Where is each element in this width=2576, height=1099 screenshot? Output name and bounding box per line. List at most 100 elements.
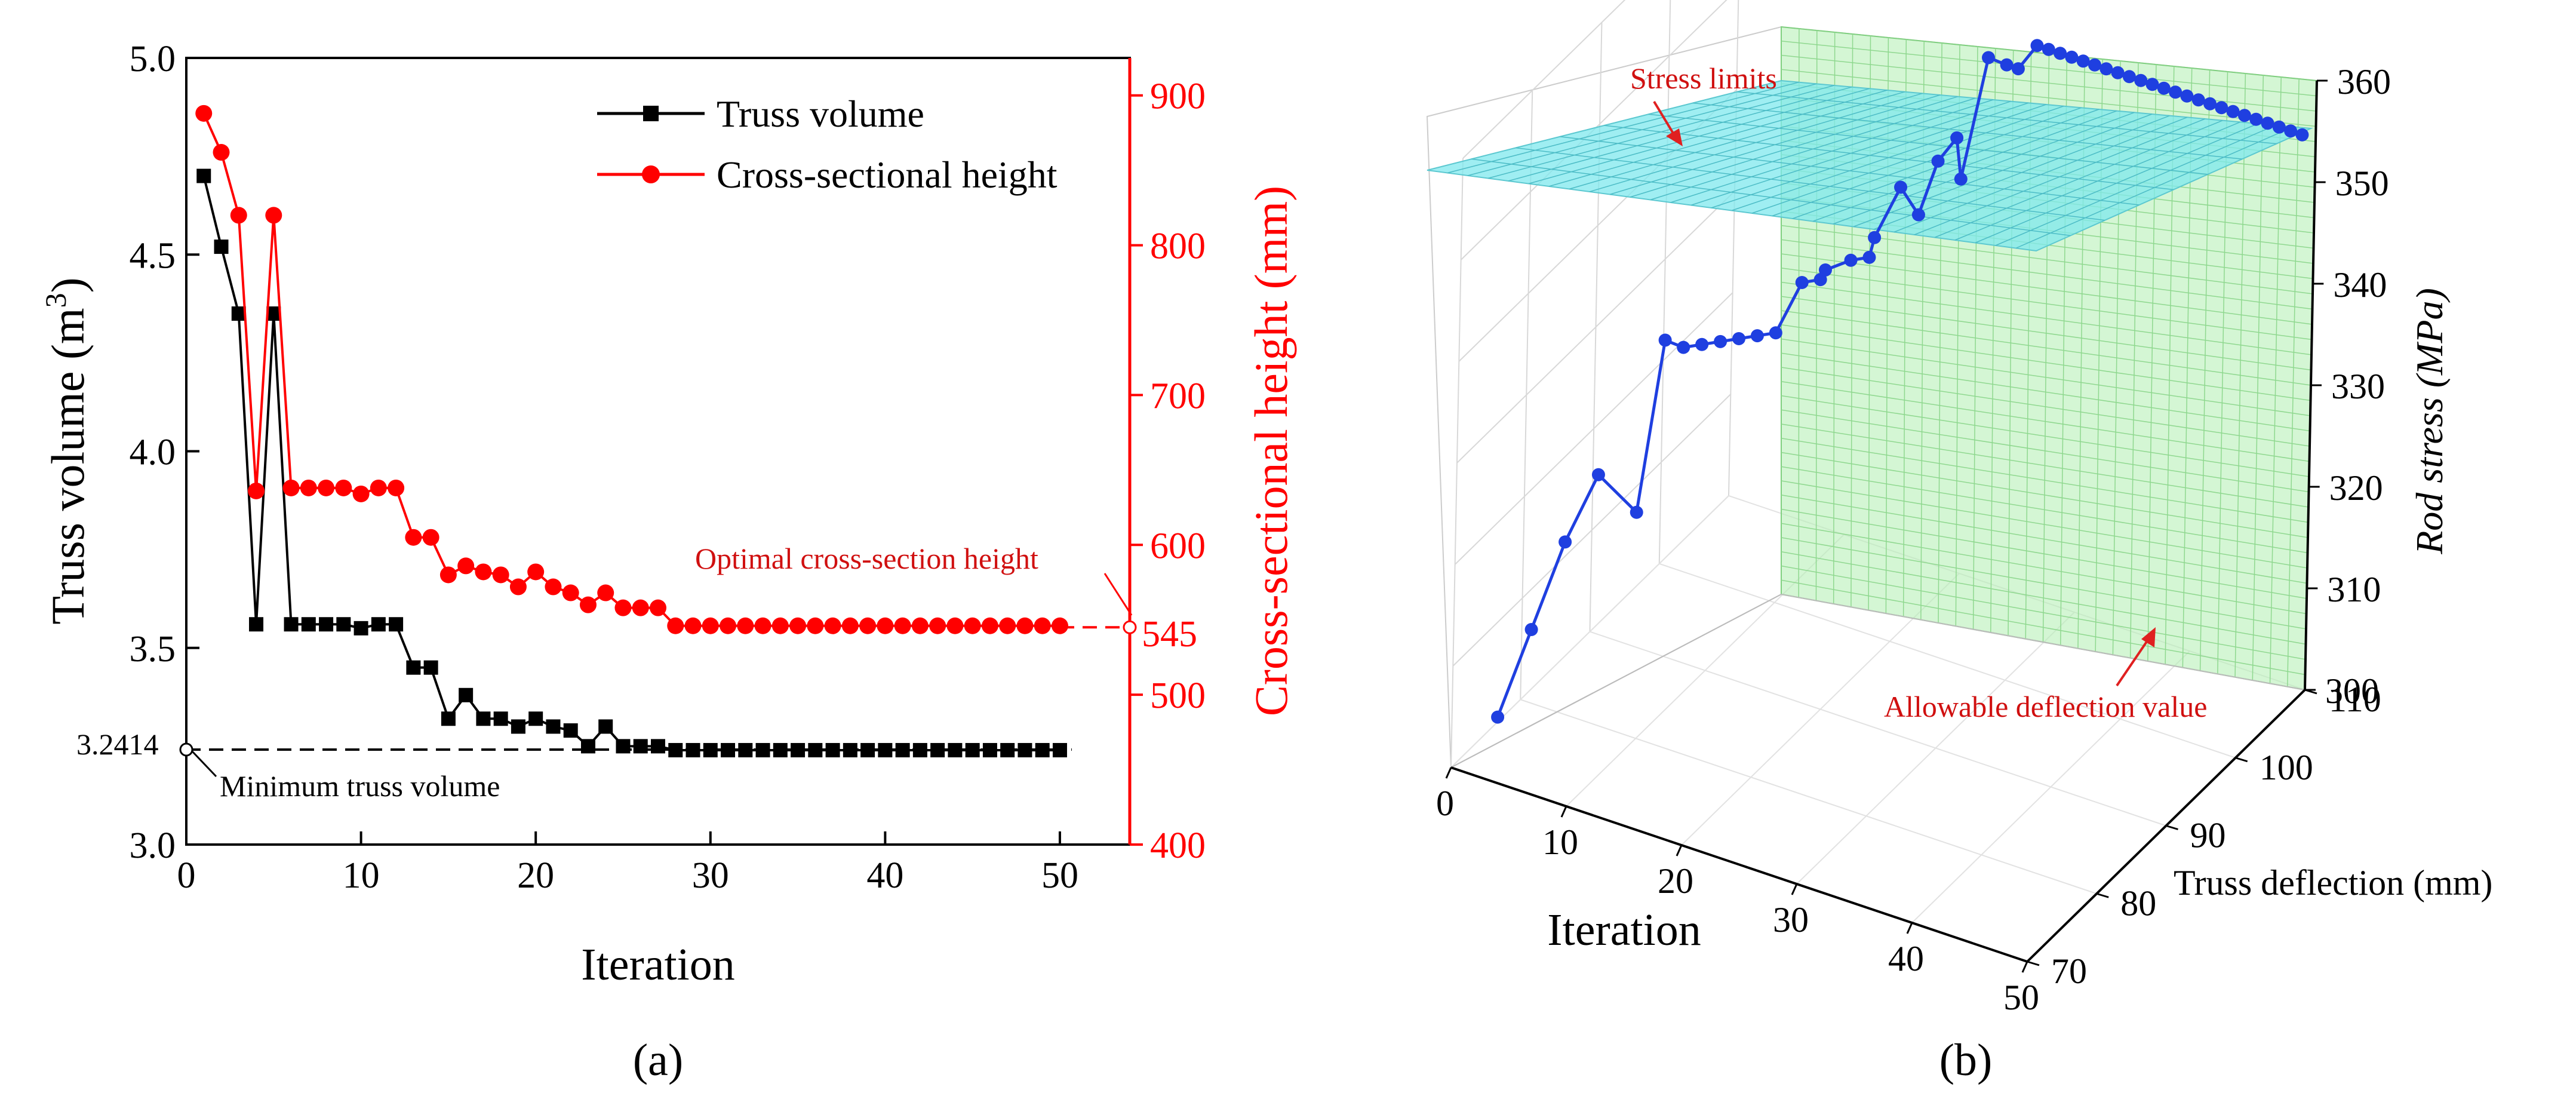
y-axis-title-b: Truss deflection (mm) — [2174, 863, 2492, 902]
z-tick-label-b: 350 — [2335, 164, 2389, 203]
point-truss-volume — [948, 742, 963, 757]
z-tick-label-b: 310 — [2327, 570, 2381, 609]
point-cross-height — [859, 617, 877, 634]
iteration-path-point — [2203, 97, 2217, 110]
x-tick-label-b: 10 — [1542, 822, 1578, 862]
z-tick-label-b: 360 — [2337, 62, 2391, 102]
y-right-tick-label: 800 — [1150, 226, 1206, 267]
y-tick-b — [2027, 960, 2040, 966]
iteration-path-point — [1695, 337, 1709, 351]
green-grid-line — [1781, 338, 2311, 416]
point-truss-volume — [808, 742, 823, 757]
point-truss-volume — [196, 168, 211, 183]
caption-a: (a) — [633, 1035, 683, 1085]
grid-line — [1589, 22, 1603, 632]
point-cross-height — [737, 617, 754, 634]
y-right-tick-label: 400 — [1150, 825, 1206, 866]
cyan-grid-line — [1604, 125, 2174, 191]
x-tick-label-a: 10 — [343, 855, 380, 896]
green-grid-line — [1781, 565, 2306, 660]
point-cross-height — [946, 617, 964, 634]
grid-line — [1590, 631, 2166, 827]
iteration-path-point — [1982, 51, 1996, 65]
allowable-deflection-arrowhead — [2141, 627, 2156, 647]
green-grid-line — [1781, 551, 2306, 645]
iteration-path-point — [1911, 208, 1925, 222]
point-cross-height — [877, 617, 894, 634]
green-grid-line — [1781, 268, 2312, 340]
x-tick-label-b: 50 — [2003, 978, 2039, 1017]
y-left-tick-label: 3.5 — [130, 629, 176, 670]
x-axis-b — [1450, 766, 2028, 963]
point-truss-volume — [319, 617, 334, 632]
grid-line — [1659, 563, 2236, 759]
point-cross-height — [265, 207, 282, 224]
green-grid-line — [1781, 54, 2317, 112]
iteration-path-point — [2076, 54, 2090, 68]
point-truss-volume — [860, 742, 875, 757]
point-truss-volume — [651, 739, 665, 754]
legend-marker-truss-volume — [643, 106, 659, 121]
cyan-grid-line — [1560, 136, 2140, 205]
point-truss-volume — [791, 742, 806, 757]
point-truss-volume — [580, 739, 595, 754]
legend-marker-cross-height — [642, 165, 660, 183]
green-grid-line — [1781, 69, 2316, 127]
green-grid-line — [1781, 281, 2312, 355]
x-tick-b — [1906, 922, 1913, 934]
point-cross-height — [720, 617, 737, 634]
stress-limits-arrow — [1653, 100, 1676, 137]
iteration-path-point — [1894, 180, 1908, 194]
grid-line — [1658, 0, 1671, 564]
point-cross-height — [964, 617, 981, 634]
cyan-grid-line — [1692, 102, 2243, 159]
iteration-path-point — [2011, 62, 2025, 76]
point-truss-volume — [982, 742, 997, 757]
green-grid-line — [1781, 423, 2309, 508]
point-truss-volume — [843, 742, 857, 757]
iteration-path-point — [1750, 329, 1764, 343]
point-truss-volume — [773, 742, 788, 757]
x-tick-label-b: 0 — [1436, 784, 1454, 823]
point-truss-volume — [755, 742, 770, 757]
iteration-path-point — [2099, 62, 2113, 76]
point-cross-height — [439, 566, 457, 584]
y-tick-label-b: 70 — [2051, 951, 2087, 991]
iteration-path-point — [2145, 78, 2159, 91]
y-left-tick-label: 4.5 — [130, 235, 176, 276]
x-axis-title-b: Iteration — [1547, 905, 1701, 955]
green-grid-line — [1781, 381, 2310, 462]
point-truss-volume — [301, 617, 316, 632]
iteration-path-point — [1558, 535, 1572, 549]
point-cross-height — [300, 479, 317, 496]
cyan-grid-line — [1736, 91, 2277, 145]
point-cross-height — [370, 479, 387, 496]
point-cross-height — [1034, 617, 1051, 634]
green-grid-line — [1781, 466, 2308, 554]
y-tick-label-b: 110 — [2329, 680, 2381, 719]
green-grid-line — [1781, 508, 2307, 599]
point-truss-volume — [738, 742, 753, 757]
green-grid-line — [1781, 537, 2307, 630]
y-tick-b — [2166, 825, 2178, 830]
point-cross-height — [457, 557, 475, 575]
y-axis-title-left: Truss volume (m3) — [39, 277, 94, 624]
z-axis-title-b: Rod stress (MPa) — [2408, 288, 2451, 555]
iteration-path-point — [2180, 89, 2194, 103]
green-grid-line — [1781, 409, 2309, 493]
green-grid-line — [1781, 41, 2317, 97]
point-truss-volume — [493, 711, 508, 726]
iteration-path-point — [2191, 93, 2205, 107]
iteration-path-point — [1795, 276, 1809, 289]
y-right-tick-label: 700 — [1150, 376, 1206, 416]
min-volume-text: Minimum truss volume — [220, 769, 500, 803]
point-cross-height — [789, 617, 807, 634]
point-cross-height — [771, 617, 789, 634]
x-tick-label-a: 50 — [1041, 855, 1078, 896]
point-cross-height — [388, 479, 405, 496]
allowable-deflection-label: Allowable deflection value — [1884, 690, 2207, 723]
point-cross-height — [230, 207, 247, 224]
point-cross-height — [579, 596, 597, 613]
point-truss-volume — [511, 719, 525, 734]
x-tick-b — [1560, 806, 1567, 818]
